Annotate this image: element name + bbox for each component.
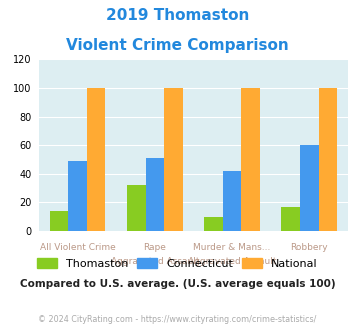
- Bar: [318, 88, 337, 231]
- Bar: [223, 171, 241, 231]
- Text: Aggravated Assault: Aggravated Assault: [188, 257, 276, 266]
- Text: Murder & Mans...: Murder & Mans...: [193, 243, 271, 252]
- Bar: [146, 158, 164, 231]
- Text: Aggravated Assault: Aggravated Assault: [111, 257, 199, 266]
- Text: © 2024 CityRating.com - https://www.cityrating.com/crime-statistics/: © 2024 CityRating.com - https://www.city…: [38, 315, 317, 324]
- Text: 2019 Thomaston: 2019 Thomaston: [106, 8, 249, 23]
- Bar: [69, 161, 87, 231]
- Bar: [241, 88, 260, 231]
- Text: Compared to U.S. average. (U.S. average equals 100): Compared to U.S. average. (U.S. average …: [20, 279, 335, 289]
- Bar: [164, 88, 183, 231]
- Text: All Violent Crime: All Violent Crime: [40, 243, 115, 252]
- Bar: [204, 217, 223, 231]
- Text: Rape: Rape: [143, 243, 166, 252]
- Bar: [300, 145, 318, 231]
- Bar: [50, 211, 69, 231]
- Bar: [127, 185, 146, 231]
- Bar: [282, 207, 300, 231]
- Text: Robbery: Robbery: [290, 243, 328, 252]
- Bar: [87, 88, 105, 231]
- Text: Violent Crime Comparison: Violent Crime Comparison: [66, 38, 289, 53]
- Legend: Thomaston, Connecticut, National: Thomaston, Connecticut, National: [34, 255, 321, 272]
